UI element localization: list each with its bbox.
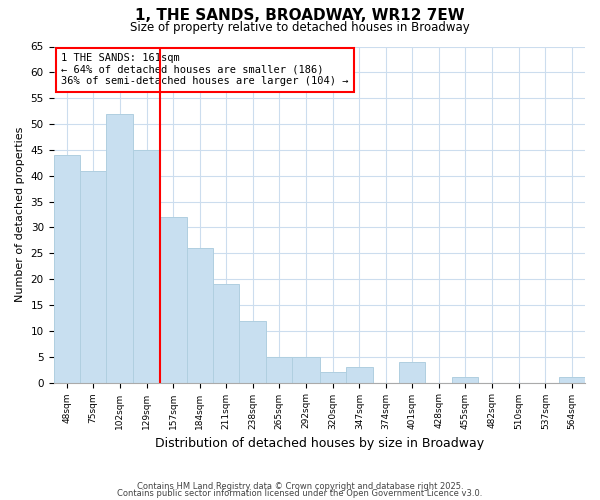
Bar — [559, 378, 585, 382]
Bar — [452, 378, 478, 382]
Bar — [106, 114, 133, 382]
Text: Contains HM Land Registry data © Crown copyright and database right 2025.: Contains HM Land Registry data © Crown c… — [137, 482, 463, 491]
Bar — [80, 170, 106, 382]
Bar — [53, 155, 80, 382]
X-axis label: Distribution of detached houses by size in Broadway: Distribution of detached houses by size … — [155, 437, 484, 450]
Bar — [346, 367, 373, 382]
Bar — [292, 356, 320, 382]
Bar — [399, 362, 425, 382]
Bar — [266, 356, 292, 382]
Text: 1 THE SANDS: 161sqm
← 64% of detached houses are smaller (186)
36% of semi-detac: 1 THE SANDS: 161sqm ← 64% of detached ho… — [61, 53, 349, 86]
Bar — [160, 217, 187, 382]
Y-axis label: Number of detached properties: Number of detached properties — [15, 127, 25, 302]
Bar — [187, 248, 213, 382]
Bar — [213, 284, 239, 382]
Text: Contains public sector information licensed under the Open Government Licence v3: Contains public sector information licen… — [118, 489, 482, 498]
Bar — [239, 320, 266, 382]
Bar — [320, 372, 346, 382]
Text: Size of property relative to detached houses in Broadway: Size of property relative to detached ho… — [130, 21, 470, 34]
Bar — [133, 150, 160, 382]
Text: 1, THE SANDS, BROADWAY, WR12 7EW: 1, THE SANDS, BROADWAY, WR12 7EW — [135, 8, 465, 22]
